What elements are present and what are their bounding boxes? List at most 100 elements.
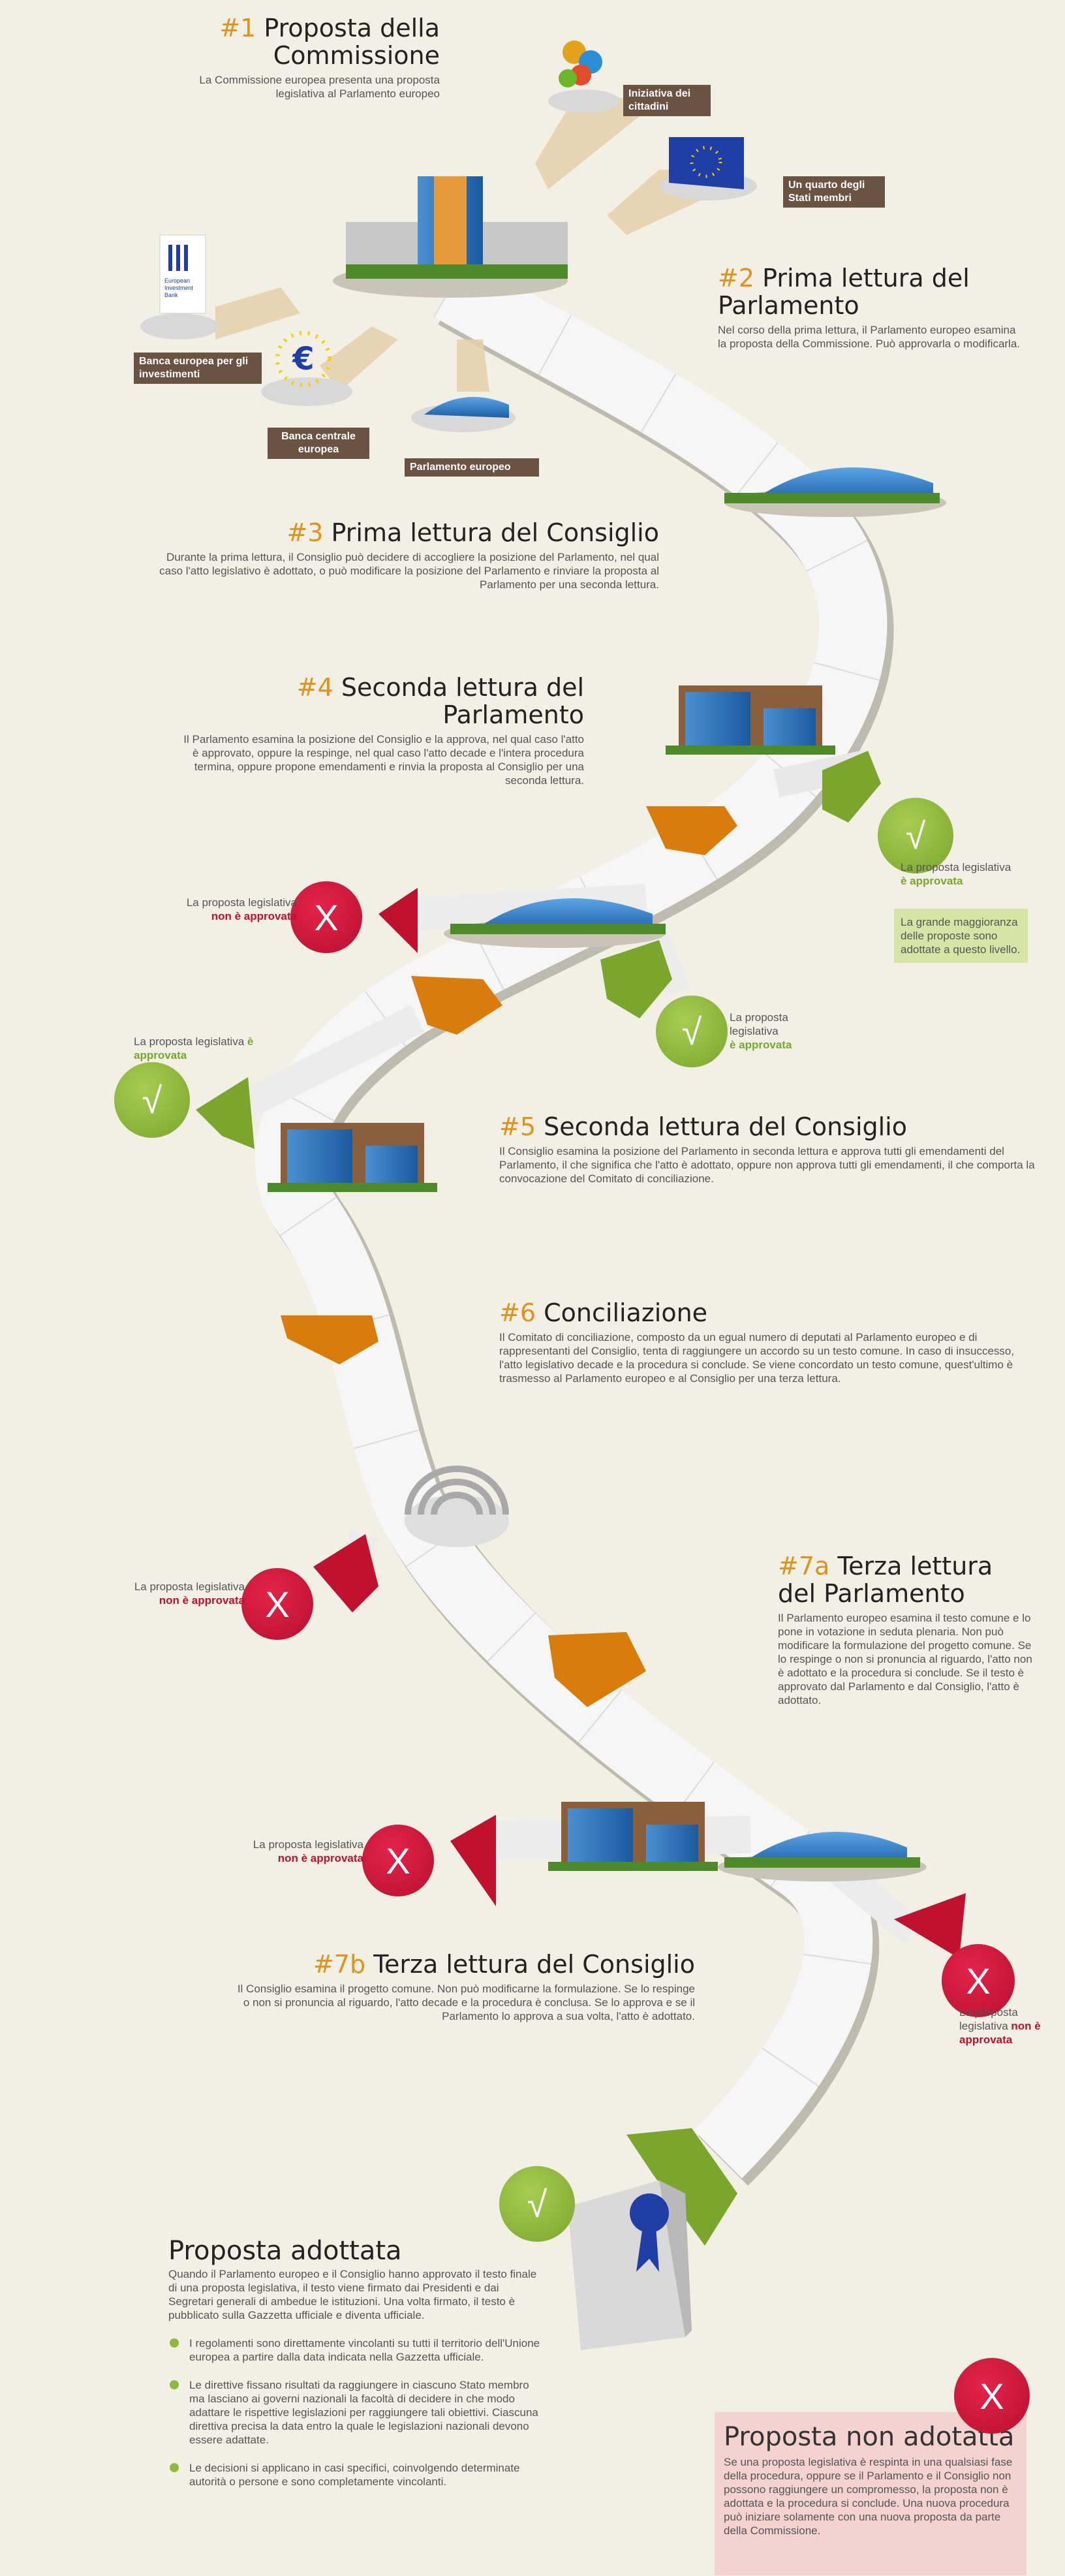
conciliation-hemicycle-icon (405, 1466, 509, 1547)
council-building-icon (548, 1802, 718, 1871)
step-6-block: #6 Conciliazione Il Comitato di concilia… (499, 1299, 1021, 1385)
step-7a-block: #7a Terza lettura del Parlamento Il Parl… (778, 1552, 1036, 1707)
approved-check-icon: √ (878, 798, 953, 873)
outcome-prefix: La proposta legislativa (134, 1580, 245, 1593)
eu-flag-icon (659, 137, 757, 200)
step-5-block: #5 Seconda lettura del Consiglio Il Cons… (499, 1113, 1047, 1186)
label-member-states: Un quarto degli Stati membri (783, 176, 885, 208)
step-6-title: #6 Conciliazione (499, 1299, 1021, 1327)
step-3-number: #3 (286, 518, 324, 547)
bullet-dot-icon (170, 2380, 179, 2389)
list-item: Le decisioni si applicano in casi specif… (168, 2461, 544, 2489)
majority-note: La grande maggioranza delle proposte son… (894, 909, 1028, 963)
outcome-rejected-4: La proposta legislativa non è approvata (147, 896, 297, 923)
outcome-rejected-7a: La proposta legislativa non è approvata (215, 1838, 363, 1865)
outcome-prefix: La proposta legislativa (959, 2006, 1018, 2032)
commission-building-icon (333, 176, 568, 298)
rejected-cross-icon: X (241, 1568, 313, 1640)
council-building-icon (268, 1123, 437, 1192)
label-eib: Banca europea per gli investimenti (134, 353, 262, 384)
label-citizens-initiative: Iniziativa dei cittadini (623, 85, 711, 116)
step-3-title: #3 Prima lettura del Consiglio (147, 519, 659, 546)
step-2-title-text: Prima lettura del Parlamento (718, 264, 970, 320)
step-3-block: #3 Prima lettura del Consiglio Durante l… (147, 519, 659, 591)
outcome-rejected-text: non è approvata (959, 2020, 1041, 2046)
bullet-text: Le direttive fissano risultati da raggiu… (189, 2379, 538, 2446)
not-adopted-block: Proposta non adotatta Se una proposta le… (715, 2412, 1026, 2575)
parliament-dome-icon (724, 467, 946, 517)
list-item: I regolamenti sono direttamente vincolan… (168, 2336, 544, 2364)
outcome-approved-text: è approvata (134, 1035, 254, 1061)
outcome-rejected-6: La proposta legislativa non è approvata (98, 1580, 245, 1607)
step-7a-text: Il Parlamento europeo esamina il testo c… (778, 1612, 1032, 1706)
outcome-rejected-text: non è approvata (211, 910, 297, 922)
not-adopted-title: Proposta non adotatta (724, 2422, 1015, 2452)
step-1-number: #1 (219, 14, 256, 42)
rejected-cross-icon: X (362, 1825, 434, 1896)
central-bank-euro-icon: € (261, 331, 352, 406)
step-4-block: #4 Seconda lettura del Parlamento Il Par… (176, 674, 584, 787)
label-ecb: Banca centrale europea (268, 428, 369, 459)
outcome-prefix: La proposta legislativa (253, 1838, 363, 1851)
outcome-rejected-text: non è approvata (277, 1852, 363, 1864)
step-4-title-text: Seconda lettura del Parlamento (341, 673, 584, 729)
step-1-title-text: Proposta della Commissione (264, 14, 440, 70)
adopted-title: Proposta adottata (168, 2236, 402, 2266)
approved-check-icon: √ (656, 996, 728, 1067)
bullet-text: I regolamenti sono direttamente vincolan… (189, 2337, 540, 2363)
step-5-text: Il Consiglio esamina la posizione del Pa… (499, 1145, 1035, 1185)
citizens-initiative-icon (548, 40, 620, 113)
outcome-prefix: La proposta legislativa (186, 896, 297, 909)
step-6-text: Il Comitato di conciliazione, composto d… (499, 1331, 1015, 1385)
step-3-title-text: Prima lettura del Consiglio (331, 518, 659, 547)
step-2-number: #2 (718, 264, 755, 292)
bullet-dot-icon (170, 2338, 179, 2348)
svg-text:€: € (292, 341, 314, 377)
adopted-file-box-icon (568, 2180, 692, 2350)
step-7b-title-text: Terza lettura del Consiglio (373, 1950, 695, 1979)
parliament-dome-icon (718, 1832, 927, 1881)
outcome-approved-text: è approvata (730, 1039, 792, 1051)
list-item: Le direttive fissano risultati da raggiu… (168, 2378, 544, 2447)
label-parliament: Parlamento europeo (405, 458, 539, 477)
outcome-approved-text: è approvata (901, 875, 963, 887)
adopted-text: Quando il Parlamento europeo e il Consig… (168, 2268, 537, 2321)
step-7a-title-text: Terza lettura del Parlamento (778, 1552, 993, 1608)
outcome-approved-3: La proposta legislativa è approvata (901, 860, 1031, 888)
approved-check-icon: √ (114, 1062, 190, 1138)
step-2-text: Nel corso della prima lettura, il Parlam… (718, 324, 1021, 350)
outcome-prefix: La proposta legislativa (901, 861, 1011, 873)
step-4-text: Il Parlamento esamina la posizione del C… (183, 733, 584, 787)
outcome-approved-5: La proposta legislativa è approvata (134, 1035, 274, 1062)
step-7b-text: Il Consiglio esamina il progetto comune.… (237, 1983, 695, 2022)
step-6-title-text: Conciliazione (544, 1298, 708, 1327)
rejected-cross-icon: X (942, 1944, 1015, 2017)
step-7b-title: #7b Terza lettura del Consiglio (228, 1951, 695, 1978)
step-1-block: #1 Proposta della Commissione La Commiss… (196, 14, 440, 101)
step-2-title: #2 Prima lettura del Parlamento (718, 264, 1025, 319)
parliament-dome-icon (444, 898, 666, 948)
step-2-block: #2 Prima lettura del Parlamento Nel cors… (718, 264, 1025, 351)
investment-bank-icon (140, 234, 219, 339)
outcome-approved-4: La proposta legislativa è approvata (730, 1011, 821, 1052)
step-7b-block: #7b Terza lettura del Consiglio Il Consi… (228, 1951, 695, 2023)
step-7a-number: #7a (778, 1552, 830, 1580)
council-building-icon (666, 685, 835, 755)
step-5-number: #5 (499, 1112, 536, 1141)
step-4-title: #4 Seconda lettura del Parlamento (176, 674, 584, 729)
step-1-title: #1 Proposta della Commissione (196, 14, 440, 69)
step-5-title: #5 Seconda lettura del Consiglio (499, 1113, 1047, 1140)
outcome-prefix: La proposta legislativa (134, 1035, 245, 1048)
step-4-number: #4 (296, 673, 333, 702)
outcome-prefix: La proposta legislativa (730, 1011, 788, 1037)
adopted-bullet-list: I regolamenti sono direttamente vincolan… (168, 2336, 544, 2489)
step-3-text: Durante la prima lettura, il Consiglio p… (159, 551, 659, 591)
step-7b-number: #7b (313, 1950, 366, 1979)
outcome-rejected-7b: La proposta legislativa non è approvata (959, 2005, 1044, 2047)
rejected-cross-icon: X (290, 881, 362, 953)
step-5-title-text: Seconda lettura del Consiglio (544, 1112, 907, 1141)
approved-check-icon: √ (499, 2166, 575, 2242)
bullet-text: Le decisioni si applicano in casi specif… (189, 2462, 520, 2488)
parliament-pedestal-icon (411, 397, 516, 432)
